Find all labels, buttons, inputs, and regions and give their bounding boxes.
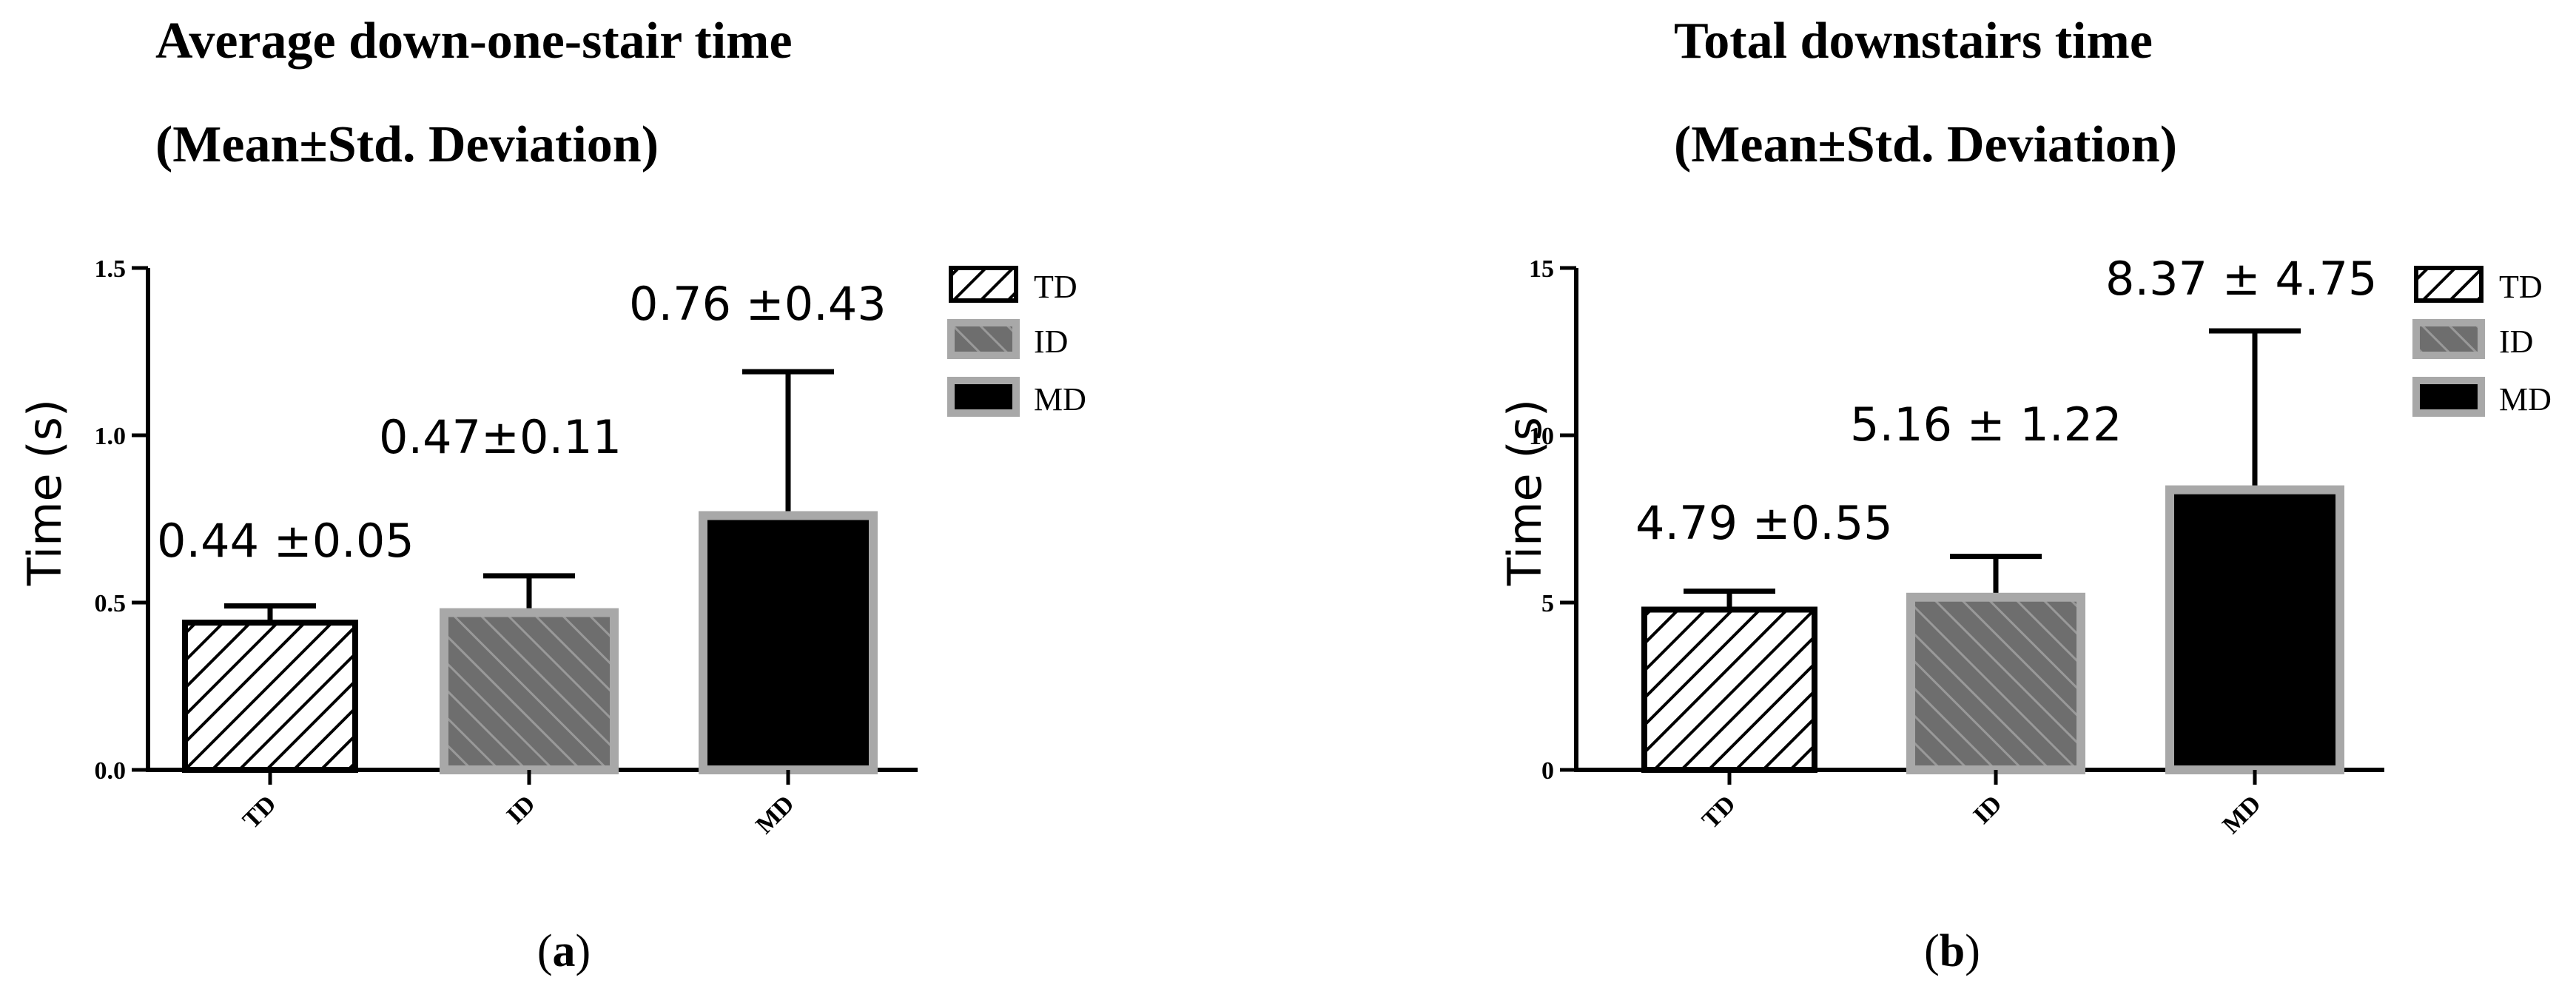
data-label-id: 5.16 ± 1.22 bbox=[1850, 398, 2122, 452]
bar-td bbox=[182, 620, 358, 773]
data-label-id: 0.47±0.11 bbox=[379, 410, 622, 464]
chart-title-b: Total downstairs time bbox=[1674, 13, 2153, 70]
y-tick-label-b: 5 bbox=[1541, 590, 1554, 617]
panel-label-b: (b) bbox=[1924, 926, 1980, 976]
legend-swatch-id bbox=[947, 319, 1020, 359]
y-tick-label-b: 0 bbox=[1541, 757, 1554, 785]
legend-swatch-md bbox=[2412, 377, 2485, 417]
chart-subtitle-a: (Mean±Std. Deviation) bbox=[155, 116, 659, 173]
data-label-td: 0.44 ±0.05 bbox=[157, 514, 414, 568]
x-tick-label-b: MD bbox=[2217, 790, 2266, 839]
x-tick-label-a: ID bbox=[502, 790, 541, 829]
legend-label-md: MD bbox=[1034, 381, 1086, 418]
bar-md bbox=[699, 511, 878, 774]
y-tick-label-b: 15 bbox=[1529, 255, 1554, 283]
chart-title-a: Average down-one-stair time bbox=[155, 13, 793, 70]
bar-id bbox=[440, 608, 619, 774]
chart-panel-a: Average down-one-stair time (Mean±Std. D… bbox=[18, 13, 1086, 976]
y-axis-label-a: Time (s) bbox=[18, 399, 72, 586]
chart-subtitle-b: (Mean±Std. Deviation) bbox=[1674, 116, 2177, 173]
y-tick-label-a: 1.5 bbox=[95, 255, 127, 283]
legend-label-td: TD bbox=[1034, 269, 1077, 305]
bar-md bbox=[2165, 485, 2344, 775]
x-tick-label-a: MD bbox=[750, 790, 799, 839]
legend-label-md: MD bbox=[2499, 381, 2552, 418]
panel-label-a: (a) bbox=[537, 926, 591, 976]
data-label-md: 8.37 ± 4.75 bbox=[2105, 252, 2377, 306]
bar-id bbox=[1906, 592, 2085, 774]
x-tick-label-b: TD bbox=[1697, 790, 1741, 834]
legend-swatch-id bbox=[2412, 319, 2485, 359]
y-tick-label-a: 1.0 bbox=[95, 423, 127, 450]
legend-swatch-td bbox=[2414, 266, 2483, 303]
y-tick-label-b: 10 bbox=[1529, 423, 1554, 450]
plot-area-a: 0.0 0.5 1.0 1.5 TD 0.44 ±0.05 ID 0.47±0.11 MD 0.7… bbox=[95, 255, 1086, 839]
legend-label-td: TD bbox=[2499, 269, 2543, 305]
y-tick-label-a: 0.0 bbox=[95, 757, 127, 785]
x-tick-label-b: ID bbox=[1968, 790, 2008, 829]
legend-swatch-td bbox=[949, 266, 1018, 303]
y-axis-label-b: Time (s) bbox=[1498, 399, 1552, 586]
bar-td bbox=[1641, 606, 1817, 773]
y-tick-label-a: 0.5 bbox=[95, 590, 127, 617]
chart-panel-b: Total downstairs time (Mean±Std. Deviati… bbox=[1498, 13, 2552, 976]
plot-area-b: 0 5 10 15 TD 4.79 ±0.55 ID 5.16 ± 1.22 MD 8.37 ± … bbox=[1529, 252, 2552, 839]
data-label-md: 0.76 ±0.43 bbox=[629, 277, 887, 331]
data-label-td: 4.79 ±0.55 bbox=[1635, 496, 1893, 550]
x-tick-label-a: TD bbox=[238, 790, 282, 834]
legend-swatch-md bbox=[947, 377, 1020, 417]
legend-label-id: ID bbox=[1034, 323, 1068, 360]
legend-label-id: ID bbox=[2499, 323, 2533, 360]
